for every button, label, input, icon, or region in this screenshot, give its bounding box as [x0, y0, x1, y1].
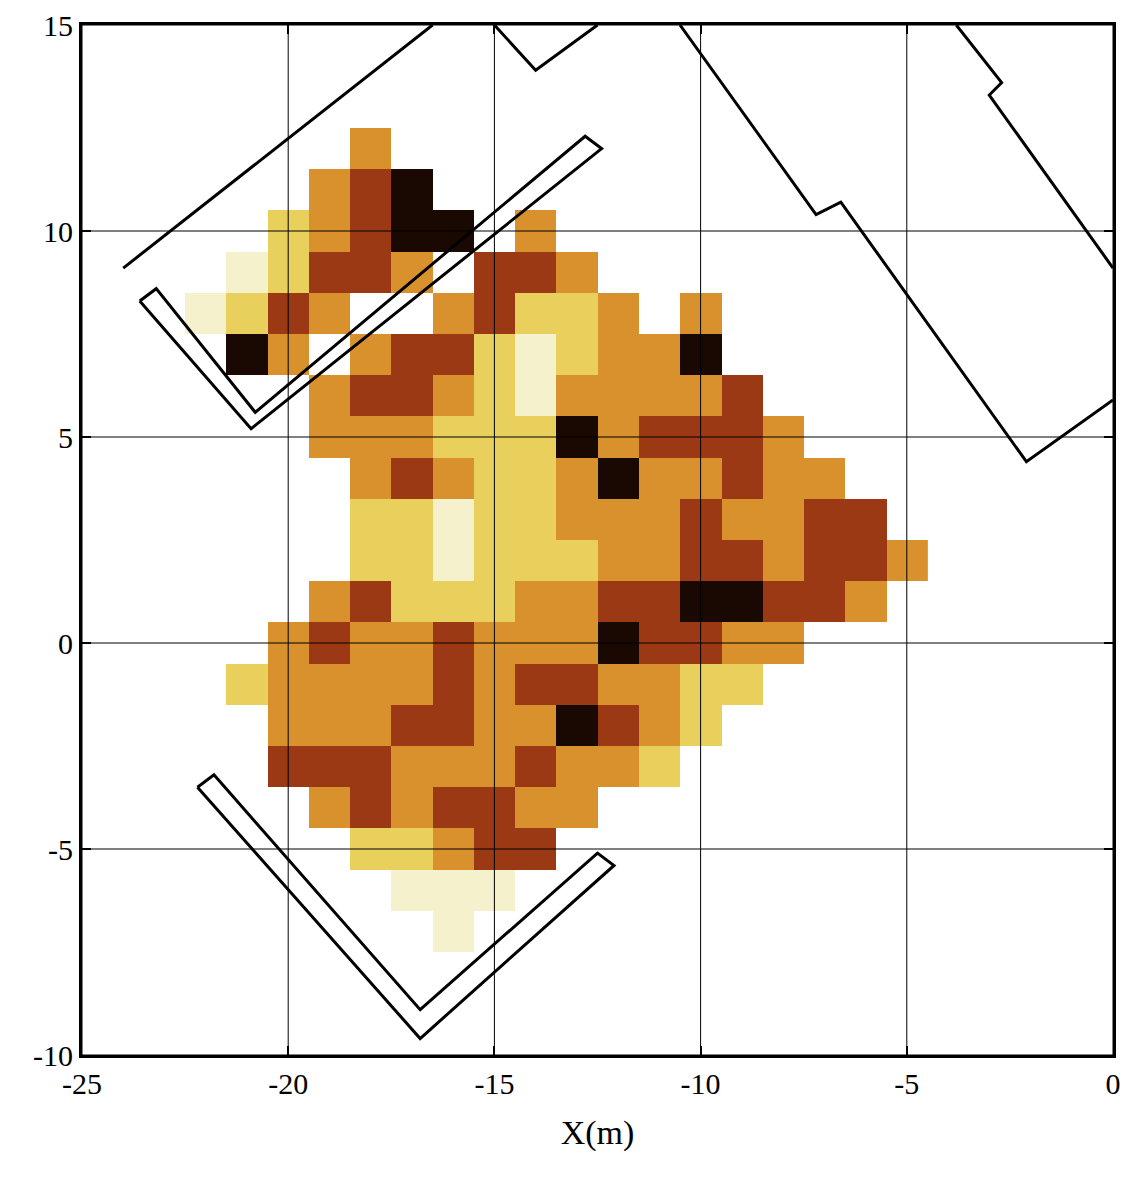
svg-text:-25: -25 — [62, 1067, 102, 1100]
svg-text:-10: -10 — [681, 1067, 721, 1100]
svg-text:0: 0 — [1106, 1067, 1121, 1100]
svg-text:10: 10 — [43, 215, 73, 248]
svg-text:-5: -5 — [48, 833, 73, 866]
svg-text:-20: -20 — [268, 1067, 308, 1100]
svg-text:0: 0 — [58, 627, 73, 660]
svg-text:-10: -10 — [33, 1039, 73, 1072]
svg-text:5: 5 — [58, 421, 73, 454]
svg-text:15: 15 — [43, 9, 73, 42]
svg-text:-5: -5 — [894, 1067, 919, 1100]
svg-text:X(m): X(m) — [561, 1114, 635, 1152]
svg-text:-15: -15 — [474, 1067, 514, 1100]
